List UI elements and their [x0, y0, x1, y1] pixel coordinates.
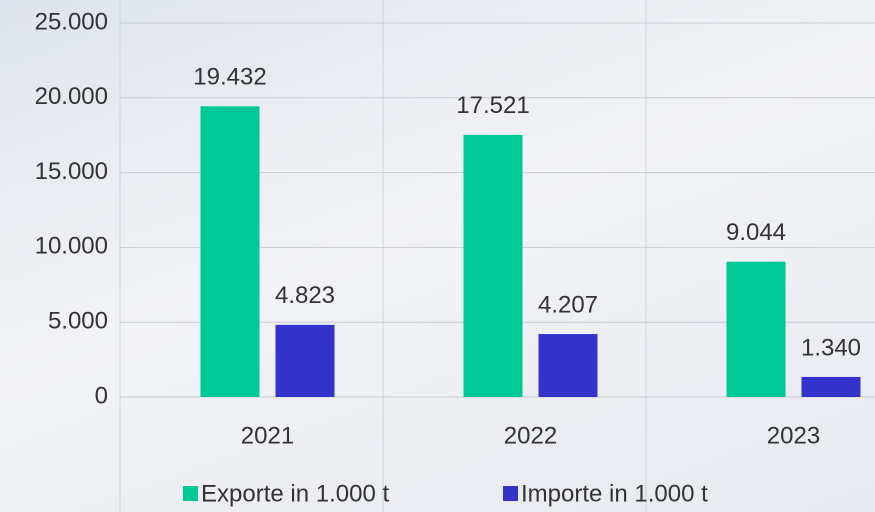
data-label: 17.521	[456, 92, 529, 119]
x-tick-label: 2022	[504, 422, 557, 449]
legend-swatch	[503, 486, 518, 501]
bar	[463, 134, 523, 397]
bar	[275, 324, 335, 397]
data-label: 4.823	[275, 282, 335, 309]
bar	[726, 261, 786, 397]
legend-label: Importe in 1.000 t	[521, 480, 708, 507]
data-label: 1.340	[801, 334, 861, 361]
y-tick-label: 20.000	[35, 83, 108, 110]
legend-swatch	[183, 486, 198, 501]
data-label: 9.044	[726, 219, 786, 246]
y-tick-label: 5.000	[48, 308, 108, 335]
x-tick-label: 2023	[767, 422, 820, 449]
data-label: 19.432	[193, 64, 266, 91]
legend-label: Exporte in 1.000 t	[201, 480, 389, 507]
data-label: 4.207	[538, 291, 598, 318]
y-tick-label: 0	[95, 382, 108, 409]
bar	[538, 334, 598, 397]
y-tick-label: 25.000	[35, 8, 108, 35]
x-tick-label: 2021	[241, 422, 294, 449]
bar	[801, 376, 861, 397]
bar	[200, 106, 260, 398]
y-tick-label: 15.000	[35, 158, 108, 185]
y-tick-label: 10.000	[35, 233, 108, 260]
